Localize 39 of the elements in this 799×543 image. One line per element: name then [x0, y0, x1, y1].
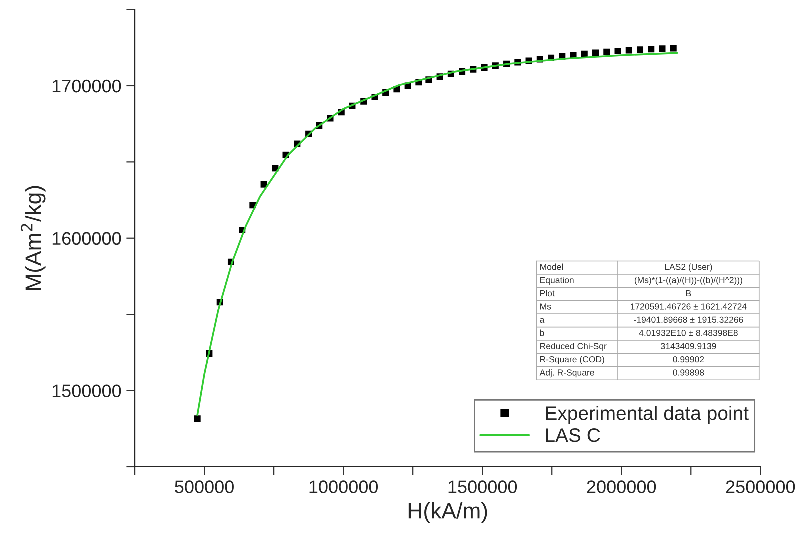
annotation: b — [540, 330, 544, 336]
y-axis-title: M(Am$^{2}$/kg) — [21, 186, 46, 290]
point — [636, 46, 644, 54]
x-tick-label: 1500000 — [448, 480, 518, 494]
legend-label: Experimental data point — [546, 406, 749, 424]
annotation: -19401.89668 ± 1915.32266 — [634, 316, 744, 324]
point — [626, 47, 632, 54]
x-tick-label: 500000 — [175, 480, 234, 494]
annotation: 1720591.46726 ± 1621.42724 — [631, 304, 747, 310]
annotation: B — [686, 290, 692, 297]
annotation: 4.01932E10 ± 8.48398E8 — [639, 330, 738, 336]
annotation: R-Square (COD) — [540, 356, 604, 364]
annotation: LAS2 (User) — [665, 264, 712, 272]
point — [604, 48, 610, 56]
legend-label: LAS C — [546, 428, 600, 442]
point — [194, 416, 201, 422]
annotation: Ms — [540, 304, 552, 310]
annotation: 0.99902 — [673, 356, 704, 363]
annotation: (Ms)*(1-((a)/(H))-((b)/(H^2))) — [634, 276, 742, 286]
x-axis-title: H(kA/m) — [408, 502, 488, 524]
y-tick-label: 1600000 — [52, 232, 122, 246]
annotation: Model — [540, 264, 564, 270]
annotation: 3143409.9139 — [661, 343, 716, 350]
annotation: Adj. R-Square — [540, 369, 594, 378]
y-tick-label: 1500000 — [52, 384, 122, 398]
annotation: Plot — [540, 290, 555, 297]
point — [592, 50, 600, 56]
point — [648, 46, 655, 53]
x-tick-label: 2500000 — [726, 480, 796, 494]
x-tick-label: 1000000 — [310, 480, 378, 494]
annotation: 0.99898 — [673, 370, 704, 376]
annotation: Reduced Chi-Sqr — [540, 343, 607, 352]
x-tick-label: 2000000 — [587, 480, 656, 494]
annotation: a — [540, 318, 545, 324]
annotation: Equation — [540, 276, 574, 286]
point — [614, 48, 622, 54]
y-tick-label: 1700000 — [52, 80, 122, 93]
point — [670, 45, 677, 52]
point — [659, 46, 666, 52]
